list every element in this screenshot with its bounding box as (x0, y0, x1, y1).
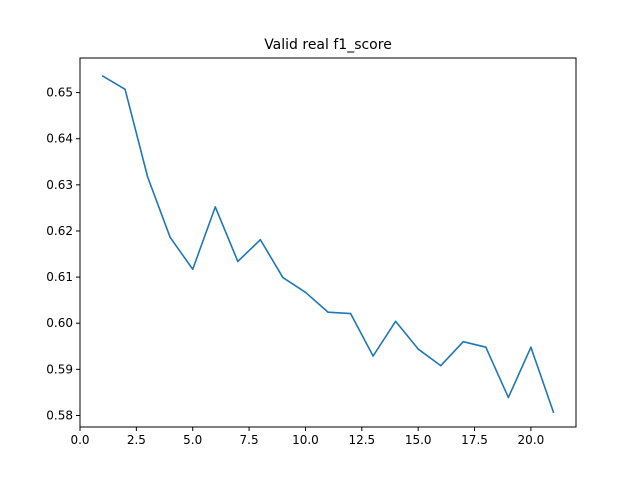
data-point (349, 312, 352, 315)
y-tick-label: 0.63 (46, 178, 73, 192)
x-tick-label: 12.5 (348, 433, 375, 447)
x-tick-label: 15.0 (405, 433, 432, 447)
y-axis-ticks: 0.58 0.59 0.60 0.61 0.62 0.63 0.64 0.65 (46, 86, 80, 422)
data-point (394, 320, 397, 323)
x-axis-ticks: 0.0 2.5 5.0 7.5 10.0 12.5 15.0 17.5 20.0 (70, 427, 544, 447)
data-point (485, 346, 487, 349)
data-point (530, 346, 532, 349)
chart-title: Valid real f1_score (264, 37, 392, 53)
data-point (439, 364, 442, 367)
data-point (259, 238, 262, 241)
data-point (282, 276, 284, 279)
data-point (327, 311, 329, 313)
data-point (146, 176, 149, 178)
data-point (214, 206, 217, 208)
x-tick-label: 10.0 (292, 433, 319, 447)
data-point (372, 355, 374, 357)
data-point (237, 260, 239, 263)
y-tick-label: 0.62 (46, 224, 73, 238)
y-tick-label: 0.59 (46, 362, 73, 376)
x-tick-label: 2.5 (127, 433, 146, 447)
x-tick-label: 5.0 (183, 433, 202, 447)
data-point (417, 348, 419, 350)
y-tick-label: 0.61 (46, 270, 73, 284)
series-line-0 (102, 75, 555, 413)
y-tick-label: 0.58 (46, 408, 73, 422)
data-point (101, 75, 104, 77)
data-point (552, 411, 555, 414)
x-tick-label: 20.0 (518, 433, 545, 447)
x-tick-label: 7.5 (240, 433, 259, 447)
data-point (169, 236, 171, 239)
plot-frame (79, 57, 577, 428)
data-point (191, 268, 194, 271)
series-layer (101, 75, 555, 414)
x-tick-label: 0.0 (70, 433, 89, 447)
data-point (124, 88, 126, 91)
y-tick-label: 0.64 (46, 132, 73, 146)
data-point (304, 291, 307, 294)
data-point (507, 396, 510, 399)
data-point (462, 340, 465, 343)
y-tick-label: 0.60 (46, 316, 73, 330)
y-tick-label: 0.65 (46, 86, 73, 100)
x-tick-label: 17.5 (461, 433, 488, 447)
